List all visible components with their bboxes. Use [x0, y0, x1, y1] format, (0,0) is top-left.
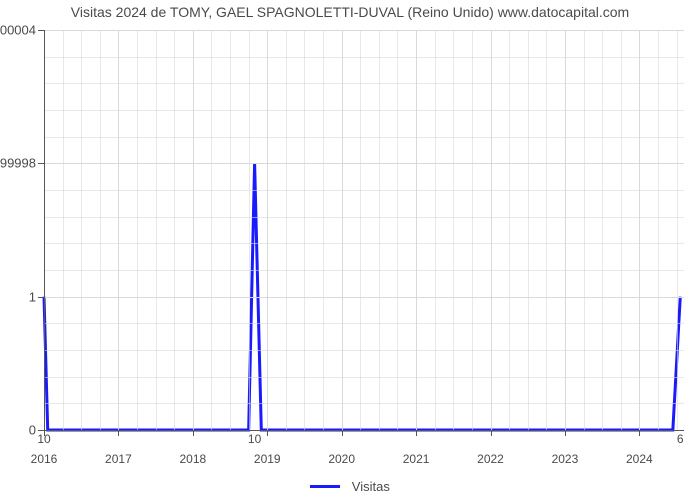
count-annotation: 6: [677, 432, 684, 446]
gridline-horizontal: [44, 243, 684, 244]
gridline-vertical: [156, 30, 157, 430]
gridline-vertical: [249, 30, 250, 430]
gridline-horizontal: [44, 217, 684, 218]
plot-area: 011.99999999999999983.000000000000000420…: [44, 30, 684, 430]
gridline-horizontal: [44, 270, 684, 271]
gridline-vertical: [100, 30, 101, 430]
gridline-vertical: [528, 30, 529, 430]
gridline-horizontal: [44, 403, 684, 404]
gridline-vertical: [602, 30, 603, 430]
gridline-horizontal: [44, 30, 684, 31]
chart-title: Visitas 2024 de TOMY, GAEL SPAGNOLETTI-D…: [0, 4, 700, 20]
gridline-vertical: [509, 30, 510, 430]
gridline-vertical: [211, 30, 212, 430]
gridline-vertical: [63, 30, 64, 430]
gridline-horizontal: [44, 323, 684, 324]
gridline-vertical: [621, 30, 622, 430]
legend: Visitas: [0, 478, 700, 494]
count-annotation: 10: [37, 432, 50, 446]
gridline-horizontal: [44, 83, 684, 84]
gridline-vertical: [435, 30, 436, 430]
gridline-horizontal: [44, 137, 684, 138]
gridline-horizontal: [44, 163, 684, 164]
gridline-vertical: [81, 30, 82, 430]
gridline-vertical: [639, 30, 640, 430]
gridline-vertical: [453, 30, 454, 430]
gridline-vertical: [118, 30, 119, 430]
gridline-vertical: [193, 30, 194, 430]
gridline-vertical: [267, 30, 268, 430]
y-axis-line: [44, 30, 45, 430]
gridline-vertical: [416, 30, 417, 430]
gridline-horizontal: [44, 110, 684, 111]
legend-swatch: [310, 485, 340, 488]
count-annotation: 10: [248, 432, 261, 446]
gridline-vertical: [546, 30, 547, 430]
gridline-vertical: [491, 30, 492, 430]
gridline-horizontal: [44, 377, 684, 378]
x-axis-line: [44, 430, 684, 431]
line-series: [44, 30, 684, 430]
gridline-vertical: [397, 30, 398, 430]
chart-container: Visitas 2024 de TOMY, GAEL SPAGNOLETTI-D…: [0, 0, 700, 500]
gridline-horizontal: [44, 297, 684, 298]
gridline-vertical: [472, 30, 473, 430]
gridline-vertical: [174, 30, 175, 430]
gridline-vertical: [565, 30, 566, 430]
gridline-vertical: [379, 30, 380, 430]
gridline-vertical: [286, 30, 287, 430]
gridline-vertical: [137, 30, 138, 430]
gridline-vertical: [584, 30, 585, 430]
gridline-vertical: [677, 30, 678, 430]
gridline-horizontal: [44, 350, 684, 351]
legend-label: Visitas: [352, 479, 390, 494]
gridline-vertical: [230, 30, 231, 430]
gridline-vertical: [304, 30, 305, 430]
gridline-vertical: [658, 30, 659, 430]
gridline-horizontal: [44, 57, 684, 58]
gridline-horizontal: [44, 190, 684, 191]
gridline-vertical: [342, 30, 343, 430]
gridline-vertical: [323, 30, 324, 430]
gridline-vertical: [360, 30, 361, 430]
